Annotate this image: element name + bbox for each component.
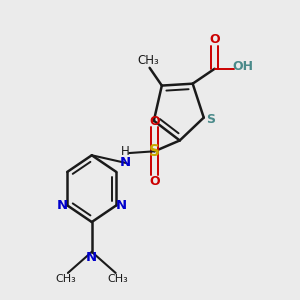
Text: CH₃: CH₃ [55,274,76,284]
Text: N: N [116,199,127,212]
Text: O: O [149,115,160,128]
Text: O: O [149,175,160,188]
Text: O: O [209,33,220,46]
Text: S: S [149,144,160,159]
Text: OH: OH [232,61,254,74]
Text: CH₃: CH₃ [137,54,159,67]
Text: CH₃: CH₃ [108,274,128,284]
Text: S: S [206,113,215,126]
Text: N: N [86,250,97,264]
Text: N: N [56,199,68,212]
Text: N: N [120,156,131,170]
Text: H: H [121,145,130,158]
